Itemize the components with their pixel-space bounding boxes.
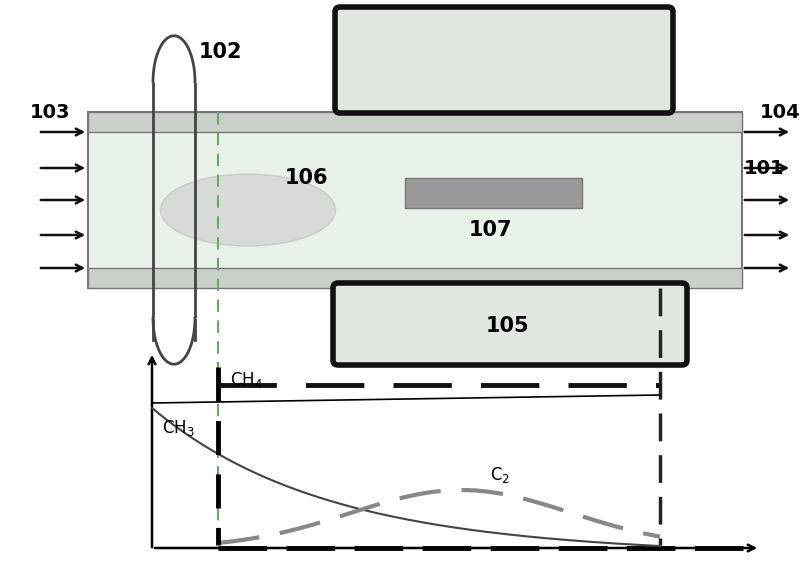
FancyBboxPatch shape [333,283,687,365]
FancyBboxPatch shape [335,7,673,113]
Bar [88,112,742,132]
Text: CH$_3$: CH$_3$ [162,418,195,438]
Bar [88,268,742,288]
Text: 103: 103 [30,102,71,121]
Text: 104: 104 [760,102,800,121]
Bar [88,112,742,288]
Bar [405,178,582,208]
Text: 105: 105 [486,316,530,336]
Text: CH$_4$: CH$_4$ [230,370,263,390]
Text: 102: 102 [198,42,241,62]
Text: 107: 107 [468,220,512,240]
Ellipse shape [160,174,335,246]
Text: 101: 101 [744,158,784,178]
Text: 106: 106 [285,168,329,188]
Text: C$_2$: C$_2$ [490,465,510,485]
